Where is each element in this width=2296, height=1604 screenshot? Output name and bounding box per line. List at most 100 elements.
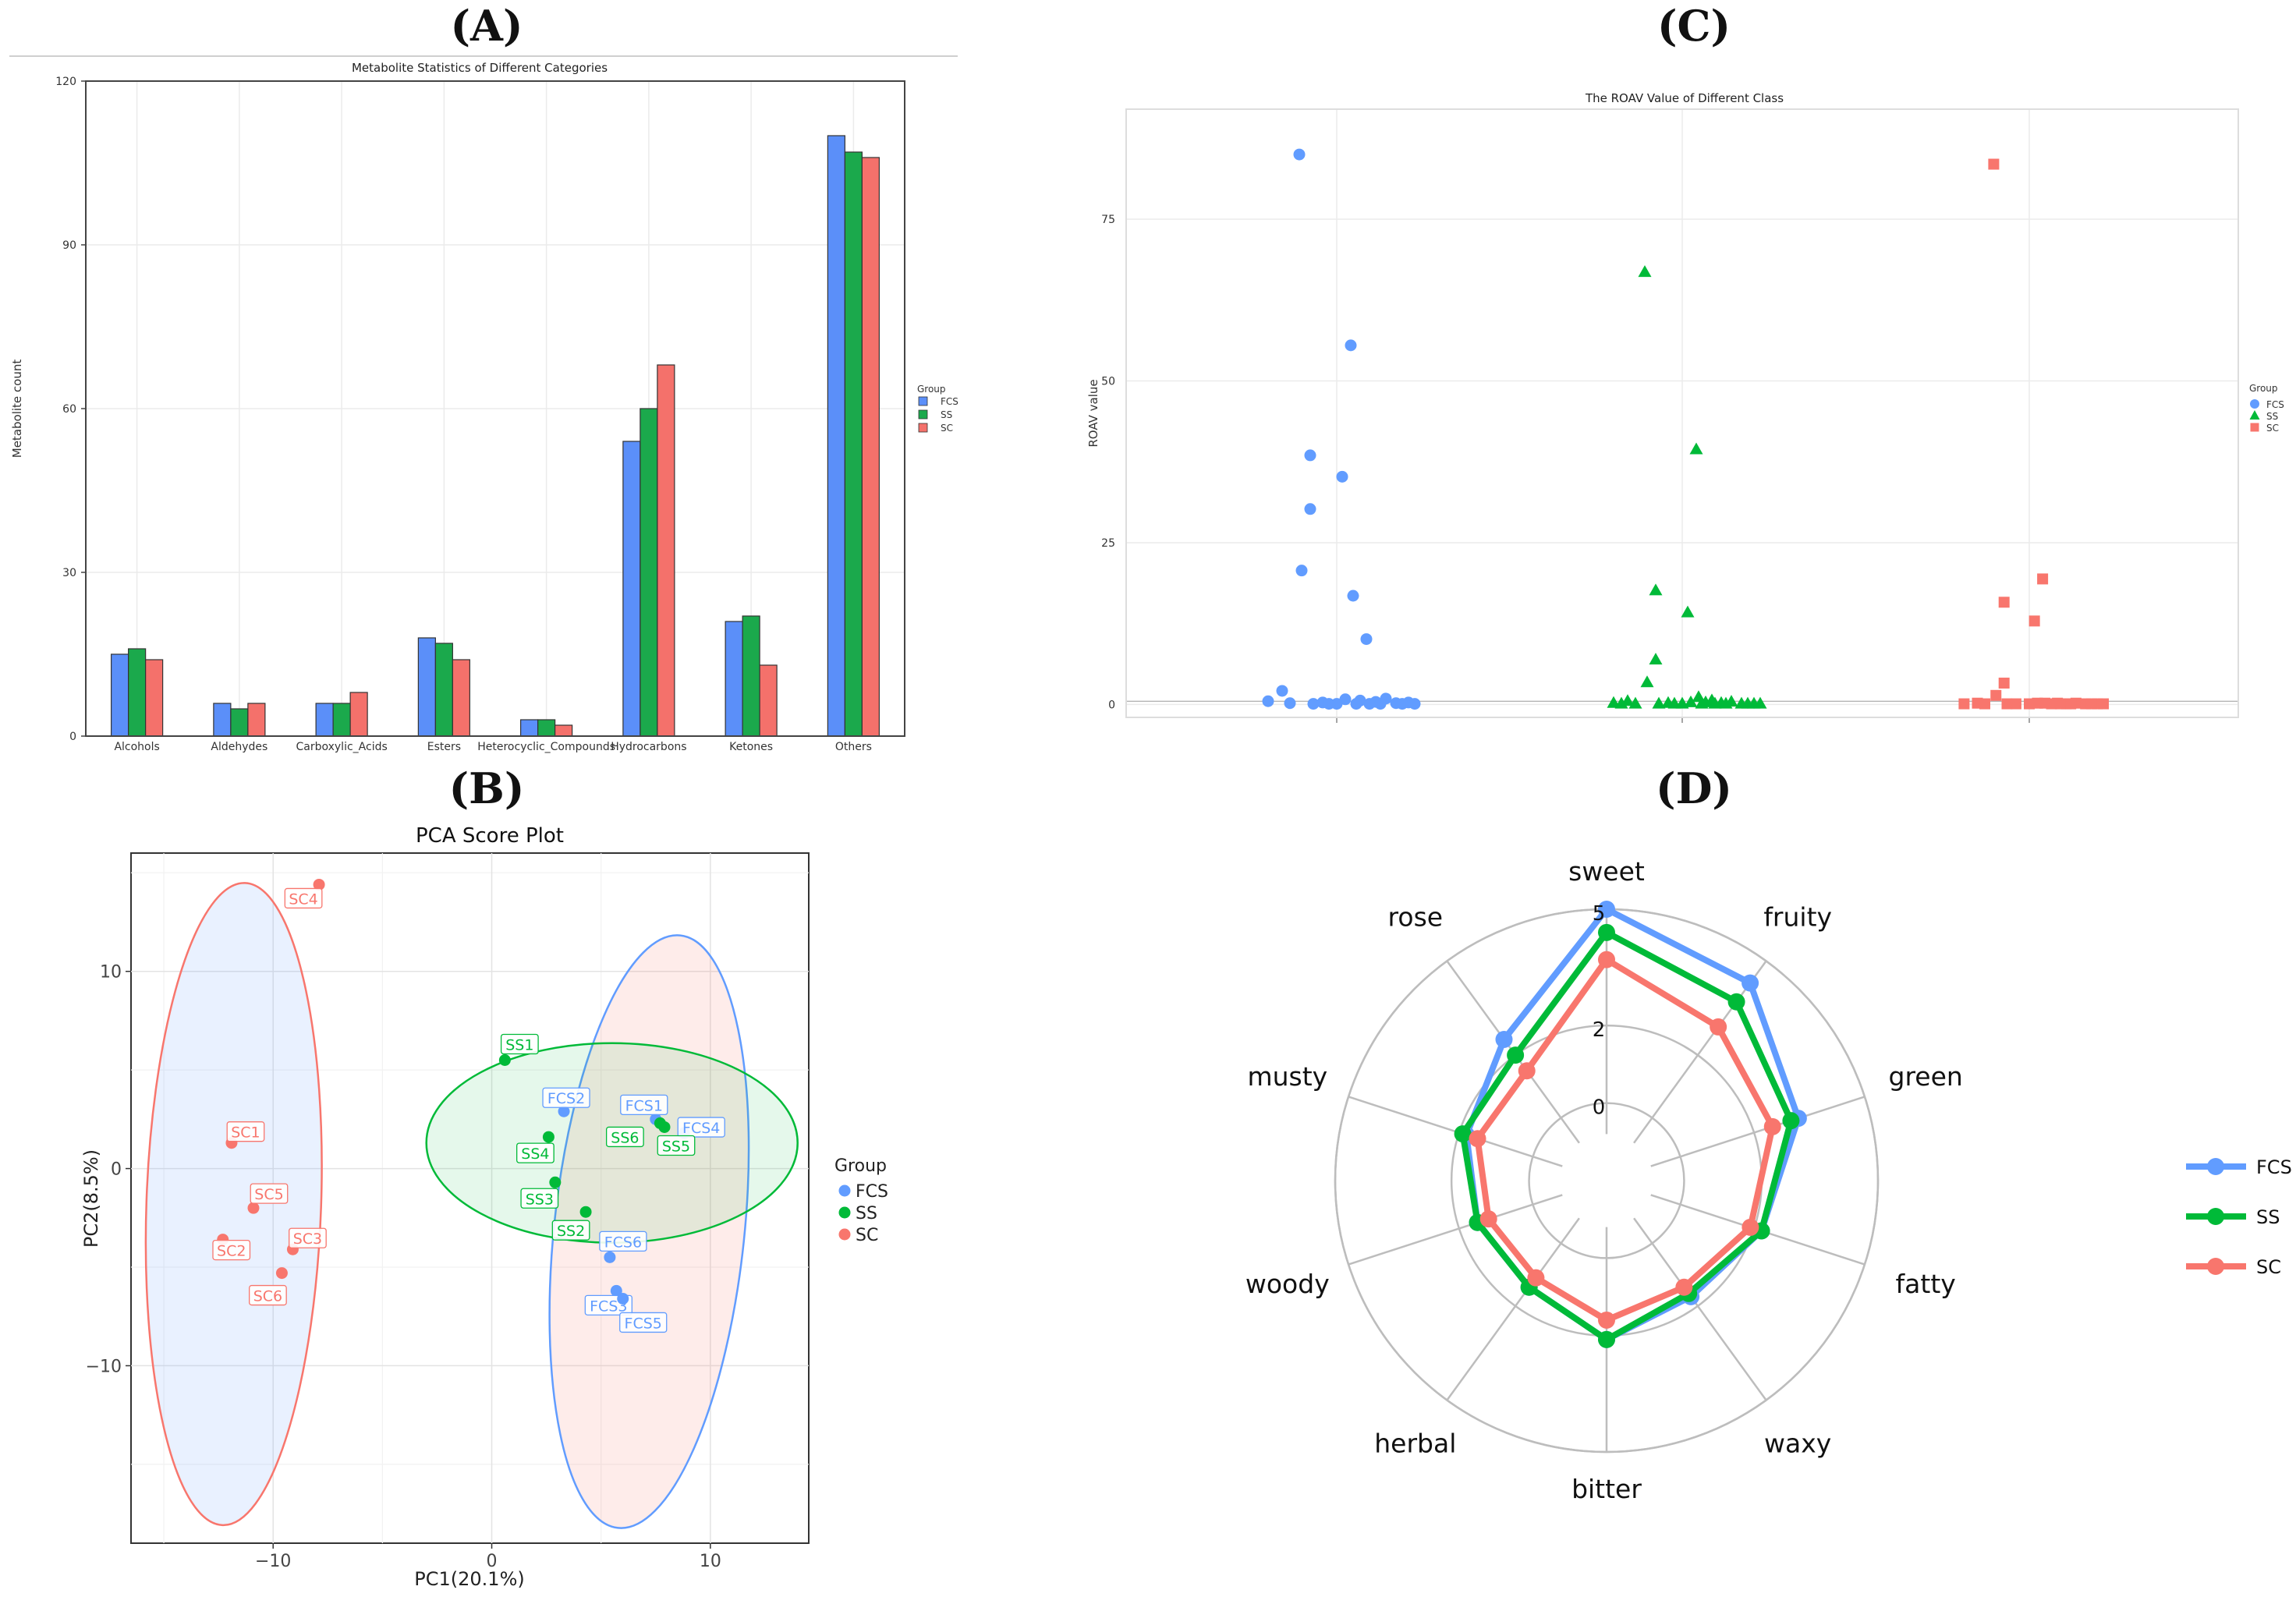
tick-label-x: Alcohols	[114, 741, 159, 753]
point-label: SS2	[557, 1223, 585, 1240]
radar-point-sc	[1763, 1117, 1781, 1135]
radar-axis-label: sweet	[1568, 856, 1645, 887]
point-sc	[2028, 615, 2040, 627]
point-ss	[1649, 653, 1663, 665]
legend-key-ss	[838, 1206, 851, 1219]
point-label: SS4	[521, 1145, 549, 1163]
radar-axis-label: waxy	[1764, 1428, 1831, 1458]
legend-label-sc: SC	[941, 423, 953, 434]
point-label: SS6	[611, 1129, 639, 1146]
point-fcs	[1339, 693, 1352, 706]
point-label-box	[516, 1142, 555, 1163]
point-label: SC1	[231, 1124, 260, 1142]
point-ss	[549, 1176, 562, 1188]
point-label: SC3	[293, 1230, 322, 1248]
point-ss	[579, 1206, 592, 1218]
bar-sc	[452, 659, 470, 737]
legend-key-fcs	[2250, 399, 2259, 409]
legend-label-sc: SC	[856, 1226, 878, 1245]
point-ss	[1640, 675, 1654, 688]
point-ss	[1753, 696, 1767, 709]
radar-axis-label: woody	[1245, 1269, 1330, 1299]
tick-label-y: 10	[100, 963, 122, 983]
tick-label-y: 30	[62, 567, 76, 579]
radar-tick-label: 0	[1593, 1096, 1606, 1120]
panel-label-c: (C)	[1657, 1, 1731, 51]
point-sc	[2010, 698, 2021, 710]
radar-spoke	[1633, 1217, 1767, 1401]
point-fcs	[1293, 148, 1306, 161]
bar-ss	[742, 615, 760, 737]
point-sc	[2065, 698, 2077, 710]
bar-sc	[657, 364, 675, 737]
point-ss	[498, 1054, 511, 1066]
point-label: FCS6	[604, 1234, 642, 1251]
point-label-box	[677, 1117, 725, 1138]
tick-label-y: 50	[1101, 376, 1115, 388]
radar-spoke	[1348, 1194, 1563, 1266]
chart-b-ellipses	[144, 882, 799, 1529]
radar-spoke	[1446, 1217, 1580, 1401]
point-ss	[1708, 696, 1722, 709]
point-ss	[1695, 696, 1709, 709]
scatter-chart-roav: The ROAV Value of Different Class 0 25 50 7…	[1086, 91, 2284, 723]
legend-key-fcs	[918, 396, 928, 406]
chart-b-legend-title: Group	[834, 1156, 887, 1176]
chart-d-grid	[1334, 908, 1880, 1454]
radar-point-sc	[1479, 1210, 1497, 1228]
chart-a-y-axis-label: Metabolite count	[10, 359, 24, 459]
legend-key-sc	[2250, 423, 2259, 432]
chart-d-series	[1454, 901, 1807, 1348]
bar-sc	[861, 157, 880, 737]
point-label: SS1	[505, 1037, 533, 1054]
bar-sc	[145, 659, 164, 737]
tick-label-x: Others	[835, 741, 872, 753]
radar-point-sc	[1710, 1018, 1727, 1036]
point-fcs	[1323, 698, 1335, 710]
legend-key-ss	[918, 409, 928, 420]
bar-fcs	[622, 441, 641, 737]
point-fcs	[1396, 698, 1408, 710]
bar-ss	[128, 648, 147, 737]
bar-chart-metabolite-statistics: Metabolite Statistics of Different Categ…	[9, 55, 958, 753]
chart-b-frame	[130, 852, 810, 1544]
radar-point-fcs	[1741, 974, 1759, 992]
point-fcs	[604, 1251, 616, 1263]
legend-label-sc: SC	[2266, 423, 2279, 434]
tick-label-x: Aldehydes	[211, 741, 268, 753]
legend-label-ss: SS	[941, 409, 952, 420]
point-ss	[1667, 696, 1681, 709]
point-fcs	[1304, 503, 1316, 515]
radar-point-ss	[1454, 1125, 1472, 1143]
point-label: SC5	[254, 1186, 283, 1203]
point-label-box	[226, 1121, 265, 1142]
bar-fcs	[111, 653, 129, 737]
radar-tick-label: 5	[1593, 902, 1606, 926]
point-label: FCS1	[625, 1097, 663, 1114]
point-label: FCS4	[682, 1120, 720, 1137]
bar-sc	[349, 692, 368, 737]
panel-label-a: (A)	[451, 1, 523, 51]
legend-key-sc	[838, 1228, 851, 1241]
radar-point-sc	[1527, 1269, 1545, 1287]
bar-fcs	[315, 703, 334, 737]
point-sc	[1998, 597, 2010, 608]
point-label: FCS2	[547, 1090, 585, 1107]
tick-label-y: 90	[62, 239, 76, 252]
point-ss	[654, 1117, 666, 1129]
radar-point-ss	[1598, 923, 1615, 941]
point-fcs	[1284, 697, 1296, 710]
legend-key-fcs	[838, 1184, 851, 1197]
legend-label-fcs: FCS	[856, 1182, 888, 1202]
point-ss	[1741, 696, 1755, 709]
radar-point-sc	[1675, 1278, 1693, 1296]
chart-c-title: The ROAV Value of Different Class	[1585, 91, 1784, 105]
point-label: SC6	[253, 1288, 282, 1305]
point-sc	[1998, 678, 2010, 689]
chart-b-legend: Group FCS SS SC	[834, 1156, 888, 1245]
tick-label-y: 75	[1101, 214, 1115, 226]
point-label-box	[289, 1227, 327, 1248]
point-fcs	[558, 1105, 570, 1117]
